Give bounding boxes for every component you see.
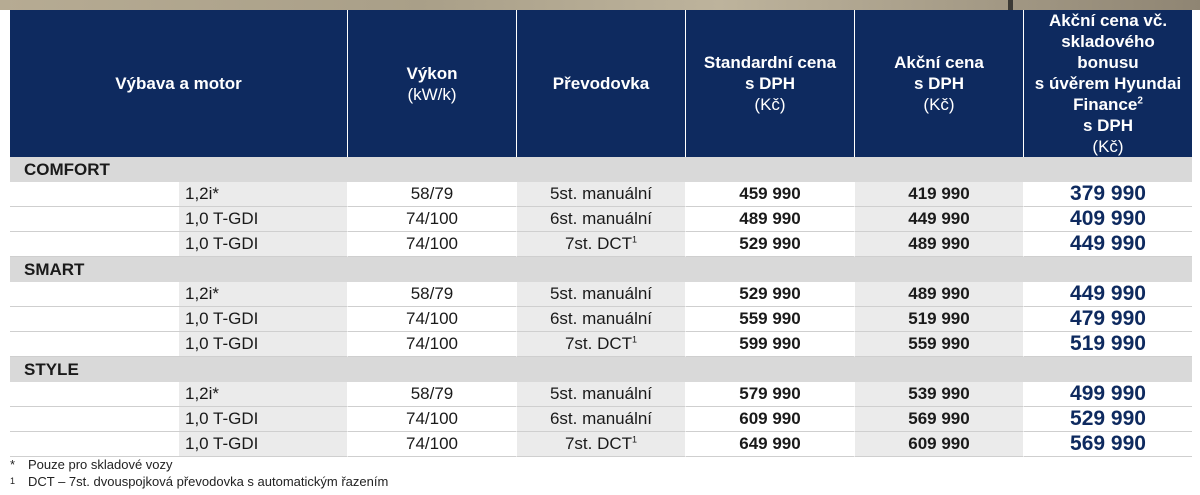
- header-promo-price: Akční cena s DPH (Kč): [855, 10, 1024, 157]
- promo-price-cell: 489 990: [855, 282, 1024, 307]
- gearbox-cell: 6st. manuální: [517, 307, 686, 332]
- power-cell: 74/100: [348, 432, 517, 457]
- group-row: SMART: [10, 257, 1192, 282]
- footnote-mark: 1: [10, 476, 16, 486]
- group-row: COMFORT: [10, 157, 1192, 182]
- table-row: 1,0 T-GDI 74/100 7st. DCT1 529 990 489 9…: [10, 232, 1192, 257]
- standard-price-cell: 649 990: [686, 432, 855, 457]
- group-label: STYLE: [10, 357, 1192, 382]
- standard-price-cell: 529 990: [686, 282, 855, 307]
- footnotes: * Pouze pro skladové vozy 1 DCT – 7st. dvo…: [10, 456, 388, 490]
- power-cell: 58/79: [348, 282, 517, 307]
- header-power: Výkon (kW/k): [348, 10, 517, 157]
- footnote: 1 DCT – 7st. dvouspojková převodovka s au…: [10, 473, 388, 490]
- engine-cell: 1,0 T-GDI: [10, 207, 348, 232]
- engine-cell: 1,2i*: [10, 282, 348, 307]
- power-cell: 58/79: [348, 182, 517, 207]
- power-cell: 74/100: [348, 307, 517, 332]
- standard-price-cell: 599 990: [686, 332, 855, 357]
- finance-price-cell: 379 990: [1024, 182, 1192, 207]
- table-row: 1,0 T-GDI 74/100 7st. DCT1 599 990 559 9…: [10, 332, 1192, 357]
- table-row: 1,2i* 58/79 5st. manuální 459 990 419 99…: [10, 182, 1192, 207]
- group-label: COMFORT: [10, 157, 1192, 182]
- gearbox-cell: 7st. DCT1: [517, 432, 686, 457]
- table-row: 1,0 T-GDI 74/100 6st. manuální 609 990 5…: [10, 407, 1192, 432]
- header-photo-strip: [0, 0, 1200, 10]
- promo-price-cell: 609 990: [855, 432, 1024, 457]
- group-row: STYLE: [10, 357, 1192, 382]
- footnote-mark: *: [10, 457, 16, 472]
- promo-price-cell: 419 990: [855, 182, 1024, 207]
- gearbox-cell: 5st. manuální: [517, 382, 686, 407]
- gearbox-cell: 5st. manuální: [517, 182, 686, 207]
- header-standard-price: Standardní cena s DPH (Kč): [686, 10, 855, 157]
- price-table: Výbava a motor Výkon (kW/k) Převodovka S…: [10, 10, 1192, 457]
- promo-price-cell: 519 990: [855, 307, 1024, 332]
- gearbox-cell: 6st. manuální: [517, 407, 686, 432]
- table-row: 1,2i* 58/79 5st. manuální 579 990 539 99…: [10, 382, 1192, 407]
- standard-price-cell: 459 990: [686, 182, 855, 207]
- power-cell: 74/100: [348, 407, 517, 432]
- table-row: 1,2i* 58/79 5st. manuální 529 990 489 99…: [10, 282, 1192, 307]
- promo-price-cell: 489 990: [855, 232, 1024, 257]
- table-row: 1,0 T-GDI 74/100 7st. DCT1 649 990 609 9…: [10, 432, 1192, 457]
- gearbox-cell: 6st. manuální: [517, 207, 686, 232]
- power-cell: 74/100: [348, 207, 517, 232]
- power-cell: 74/100: [348, 232, 517, 257]
- header-finance-price: Akční cena vč. skladového bonusu s úvěre…: [1024, 10, 1192, 157]
- finance-price-cell: 499 990: [1024, 382, 1192, 407]
- gearbox-cell: 7st. DCT1: [517, 232, 686, 257]
- standard-price-cell: 529 990: [686, 232, 855, 257]
- finance-price-cell: 529 990: [1024, 407, 1192, 432]
- photo-detail: [1008, 0, 1013, 10]
- engine-cell: 1,0 T-GDI: [10, 232, 348, 257]
- engine-cell: 1,2i*: [10, 182, 348, 207]
- group-label: SMART: [10, 257, 1192, 282]
- engine-cell: 1,2i*: [10, 382, 348, 407]
- table-row: 1,0 T-GDI 74/100 6st. manuální 559 990 5…: [10, 307, 1192, 332]
- header-model: Výbava a motor: [10, 10, 348, 157]
- promo-price-cell: 539 990: [855, 382, 1024, 407]
- header-gearbox: Převodovka: [517, 10, 686, 157]
- table-header: Výbava a motor Výkon (kW/k) Převodovka S…: [10, 10, 1192, 157]
- engine-cell: 1,0 T-GDI: [10, 432, 348, 457]
- finance-price-cell: 449 990: [1024, 232, 1192, 257]
- table-body: COMFORT 1,2i* 58/79 5st. manuální 459 99…: [10, 157, 1192, 457]
- standard-price-cell: 579 990: [686, 382, 855, 407]
- power-cell: 58/79: [348, 382, 517, 407]
- engine-cell: 1,0 T-GDI: [10, 332, 348, 357]
- gearbox-cell: 7st. DCT1: [517, 332, 686, 357]
- finance-price-cell: 409 990: [1024, 207, 1192, 232]
- promo-price-cell: 559 990: [855, 332, 1024, 357]
- engine-cell: 1,0 T-GDI: [10, 307, 348, 332]
- power-cell: 74/100: [348, 332, 517, 357]
- engine-cell: 1,0 T-GDI: [10, 407, 348, 432]
- finance-price-cell: 569 990: [1024, 432, 1192, 457]
- finance-price-cell: 449 990: [1024, 282, 1192, 307]
- finance-price-cell: 519 990: [1024, 332, 1192, 357]
- finance-price-cell: 479 990: [1024, 307, 1192, 332]
- footnote-text: Pouze pro skladové vozy: [28, 457, 173, 472]
- promo-price-cell: 569 990: [855, 407, 1024, 432]
- standard-price-cell: 559 990: [686, 307, 855, 332]
- standard-price-cell: 489 990: [686, 207, 855, 232]
- footnote-text: DCT – 7st. dvouspojková převodovka s aut…: [28, 474, 389, 489]
- gearbox-cell: 5st. manuální: [517, 282, 686, 307]
- table-row: 1,0 T-GDI 74/100 6st. manuální 489 990 4…: [10, 207, 1192, 232]
- footnote: * Pouze pro skladové vozy: [10, 456, 388, 473]
- promo-price-cell: 449 990: [855, 207, 1024, 232]
- standard-price-cell: 609 990: [686, 407, 855, 432]
